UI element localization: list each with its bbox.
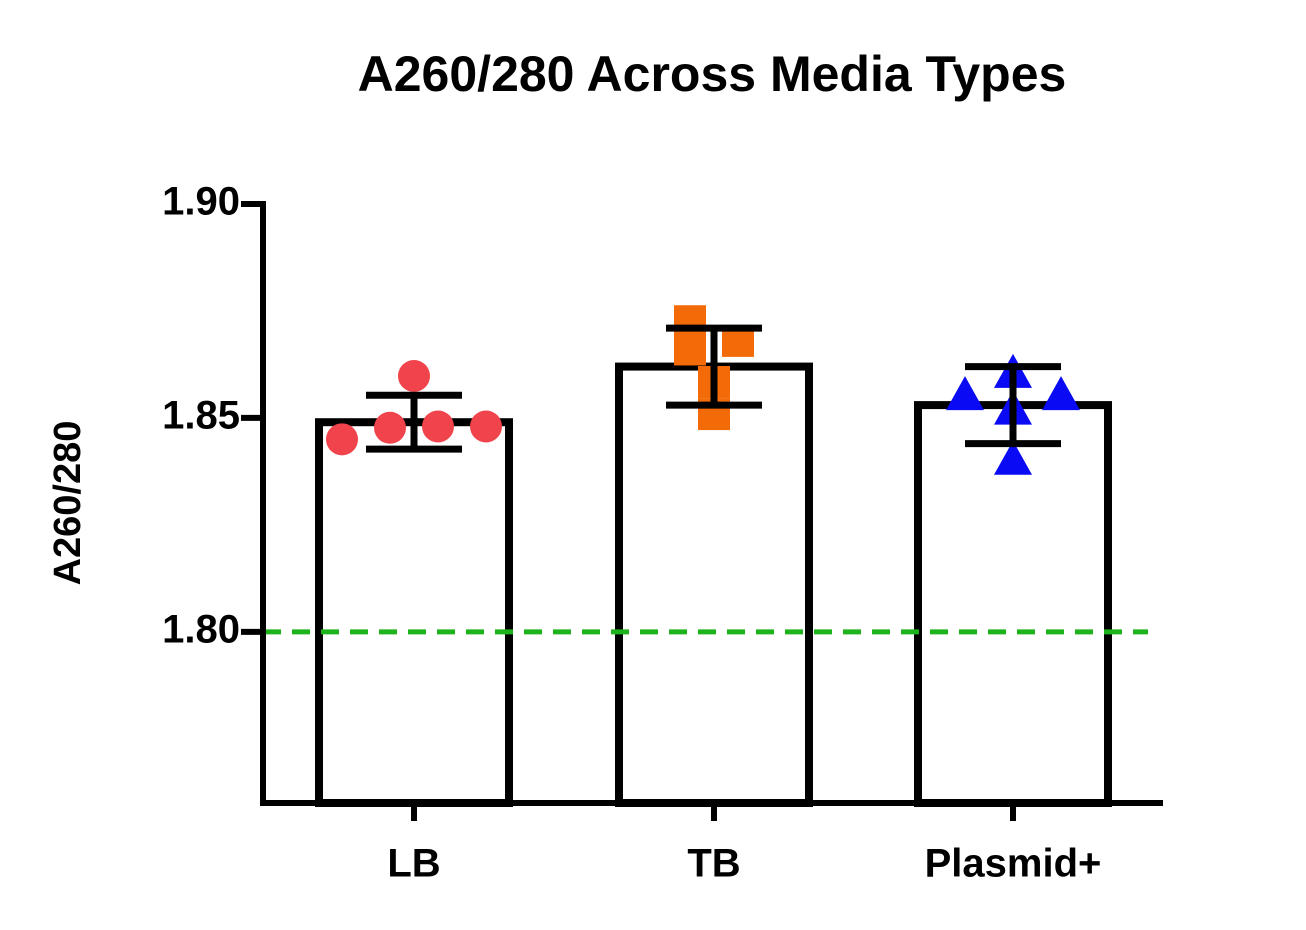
point xyxy=(674,305,706,338)
x-tick-label: TB xyxy=(687,842,740,886)
bar xyxy=(615,362,813,807)
point xyxy=(1042,376,1080,411)
point xyxy=(994,440,1032,475)
y-tick-label: 1.80 xyxy=(162,607,240,651)
x-tick-label: Plasmid+ xyxy=(925,842,1102,886)
point xyxy=(470,410,502,443)
point xyxy=(674,333,706,366)
point xyxy=(326,423,358,456)
point xyxy=(422,410,454,443)
point xyxy=(374,411,406,444)
point xyxy=(946,376,984,411)
y-tick-label: 1.85 xyxy=(162,393,240,437)
y-axis-label: A260/280 xyxy=(47,421,89,586)
bar xyxy=(315,418,513,807)
point xyxy=(398,359,430,392)
x-tick-label: LB xyxy=(387,842,440,886)
chart-title: A260/280 Across Media Types xyxy=(358,46,1067,102)
y-tick-label: 1.90 xyxy=(162,180,240,224)
